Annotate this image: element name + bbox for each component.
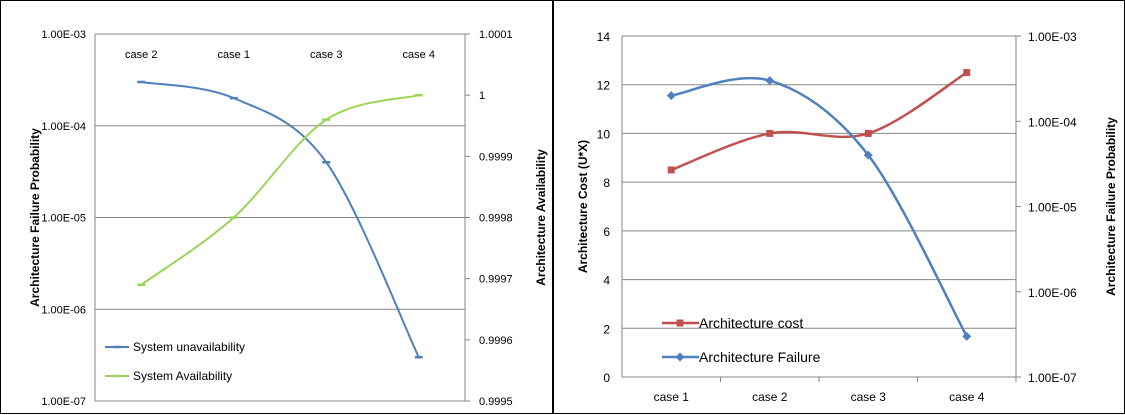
legend-label: System unavailability: [133, 340, 245, 354]
y2-tick-label: 0.9999: [479, 151, 513, 163]
y-tick-label: 0: [603, 371, 610, 385]
y-tick-label: 12: [597, 79, 611, 93]
x-tick-label: case 2: [752, 390, 788, 404]
data-point: [766, 129, 774, 137]
data-point: [963, 69, 971, 77]
data-point: [667, 166, 675, 174]
x-tick-label: case 3: [851, 390, 887, 404]
chart-right: 0 2 4 6 8 10 12 14 1.00E-03 1.00E-04 1.00E-05 1.00E…: [576, 30, 1118, 404]
y-tick-label: 1.00E-03: [41, 29, 86, 41]
y2-tick-label: 0.9995: [479, 396, 513, 408]
x-tick-label: case 2: [125, 49, 157, 61]
y-tick-label: 6: [603, 225, 610, 239]
data-point: [962, 331, 972, 341]
y2-tick-label: 0.9996: [479, 335, 513, 347]
legend-label: System Availability: [133, 369, 232, 383]
x-tick-label: case 1: [654, 390, 690, 404]
series-line: [140, 94, 420, 286]
series-line: [671, 76, 968, 337]
y-tick-label: 10: [597, 127, 611, 141]
y2-tick-label: 1.0001: [479, 29, 513, 41]
y2-tick-label: 1: [479, 90, 485, 102]
x-tick-label: case 1: [218, 49, 250, 61]
y-tick-label: 1.00E-07: [41, 396, 86, 408]
data-point: [765, 76, 775, 86]
x-tick-label: case 4: [949, 390, 985, 404]
y-tick-label: 1.00E-05: [41, 213, 86, 225]
y2-axis-title: Architecture Failure Probability: [1104, 117, 1118, 296]
legend-marker: [675, 352, 685, 362]
x-tick-label: case 4: [403, 49, 435, 61]
y-tick-label: 2: [603, 322, 610, 336]
y-tick-label: 8: [603, 176, 610, 190]
x-tick-label: case 3: [310, 49, 342, 61]
y2-tick-label: 0.9997: [479, 274, 513, 286]
data-point: [864, 129, 872, 137]
y2-tick-label: 0.9998: [479, 213, 513, 225]
y-tick-label: 4: [603, 274, 610, 288]
y2-axis-title: Architecture Availability: [534, 149, 548, 286]
y-tick-label: 1.00E-04: [41, 121, 86, 133]
y2-tick-label: 1.00E-07: [1028, 371, 1077, 385]
legend-marker: [676, 319, 684, 327]
data-point: [666, 91, 676, 101]
y2-tick-label: 1.00E-04: [1028, 115, 1077, 129]
chart-left: 1.00E-03 1.00E-04 1.00E-05 1.00E-06 1.00E-07…: [28, 29, 548, 408]
y-axis-title: Architecture Cost (U*X): [576, 140, 590, 273]
chart-right-panel: 0 2 4 6 8 10 12 14 1.00E-03 1.00E-04 1.00E-05 1.00E…: [553, 0, 1125, 414]
y2-tick-label: 1.00E-06: [1028, 286, 1077, 300]
y-tick-label: 14: [597, 30, 611, 44]
chart-left-panel: 1.00E-03 1.00E-04 1.00E-05 1.00E-06 1.00E-07…: [0, 0, 553, 414]
series-line: [141, 80, 420, 358]
legend-label: Architecture cost: [699, 315, 803, 331]
series-line: [670, 71, 968, 172]
y2-tick-label: 1.00E-03: [1028, 30, 1077, 44]
y2-tick-label: 1.00E-05: [1028, 201, 1077, 215]
y-axis-title: Architecture Failure Probability: [28, 128, 42, 307]
y-tick-label: 1.00E-06: [41, 304, 86, 316]
legend-label: Architecture Failure: [699, 349, 821, 365]
data-point: [863, 150, 873, 160]
